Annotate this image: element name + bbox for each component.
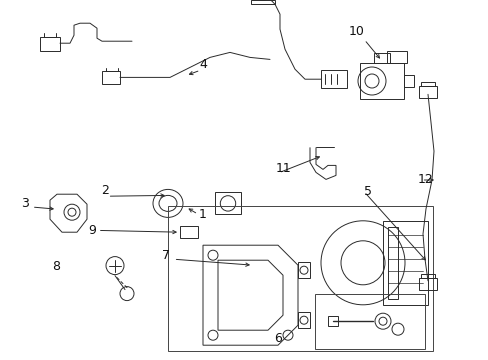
Text: 11: 11	[275, 162, 291, 175]
Bar	[180, 226, 198, 238]
Bar	[418, 278, 436, 291]
Bar	[386, 51, 406, 63]
Text: 1: 1	[199, 208, 206, 221]
Bar	[420, 274, 434, 278]
Text: 12: 12	[417, 174, 432, 186]
Bar	[297, 262, 309, 278]
Bar	[250, 0, 274, 4]
Bar	[420, 82, 434, 86]
Bar	[382, 221, 427, 305]
Text: 4: 4	[199, 58, 206, 71]
Bar	[418, 86, 436, 98]
Bar	[320, 70, 346, 88]
Bar	[314, 294, 424, 349]
Bar	[403, 75, 413, 87]
Text: 9: 9	[88, 224, 96, 237]
Bar	[297, 312, 309, 328]
Text: 5: 5	[363, 185, 371, 198]
Text: 8: 8	[52, 260, 60, 273]
Bar	[215, 192, 241, 215]
Bar	[40, 37, 60, 51]
Bar	[327, 316, 337, 326]
Text: 10: 10	[348, 25, 364, 38]
Bar	[168, 206, 432, 351]
Text: 6: 6	[273, 332, 281, 345]
Bar	[373, 53, 389, 63]
Bar	[387, 227, 397, 299]
Bar	[359, 63, 403, 99]
Bar	[102, 71, 120, 84]
Text: 2: 2	[101, 184, 109, 197]
Text: 7: 7	[162, 249, 170, 262]
Text: 3: 3	[21, 197, 29, 210]
